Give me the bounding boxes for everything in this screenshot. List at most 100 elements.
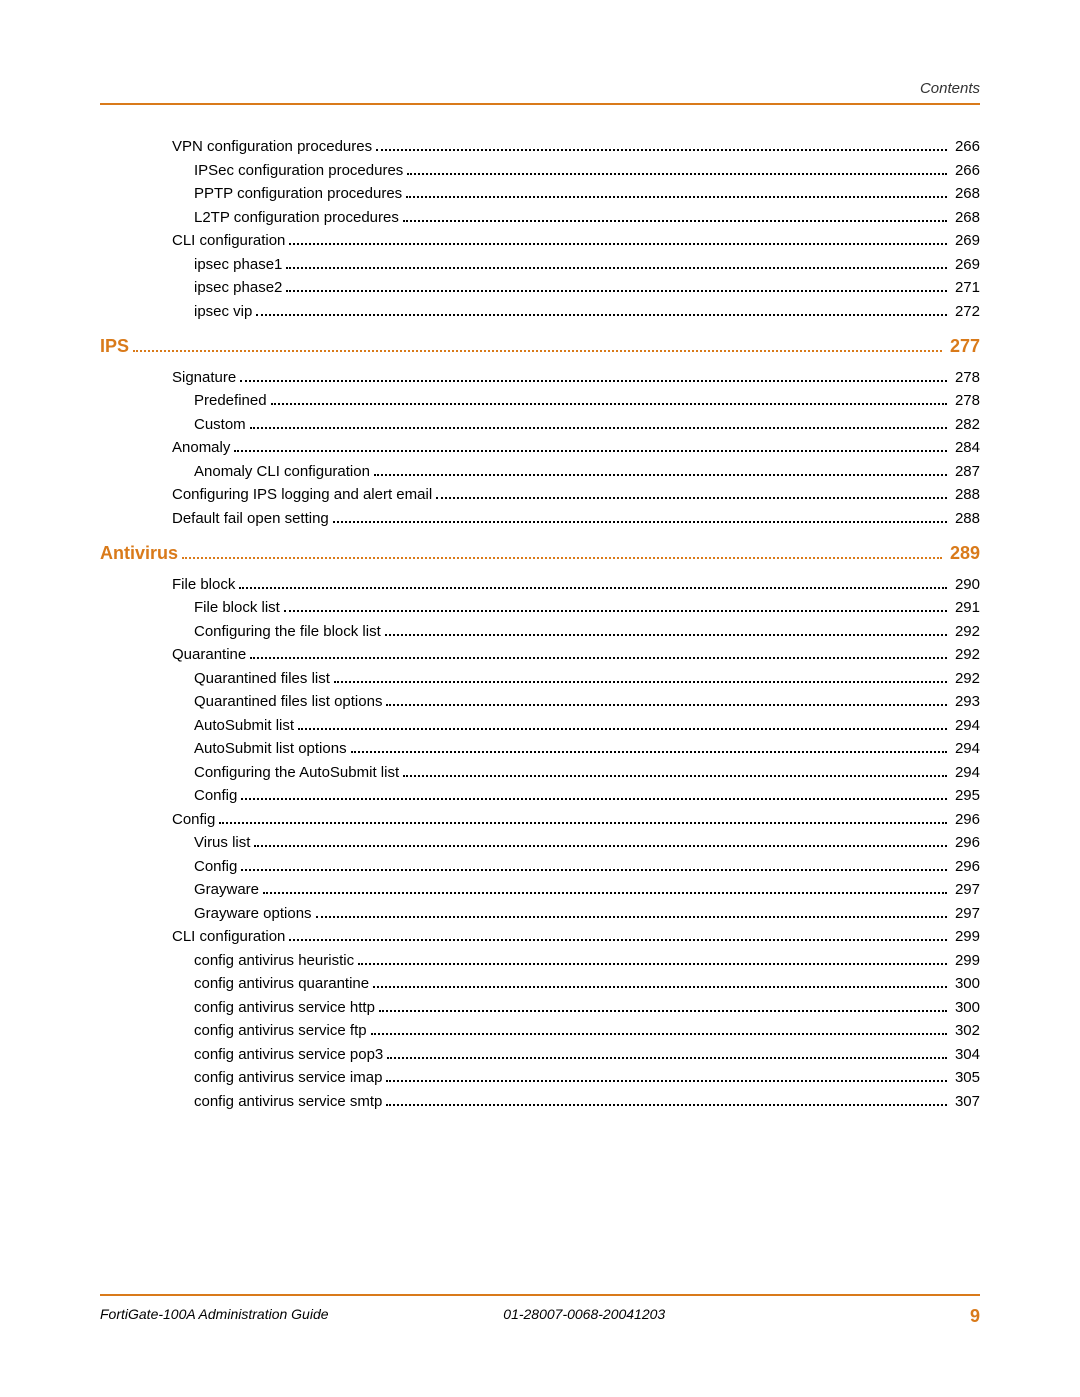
toc-entry-label: Virus list [194, 835, 250, 850]
toc-entry[interactable]: Grayware297 [194, 882, 980, 897]
toc-entry-label: Configuring IPS logging and alert email [172, 487, 432, 502]
toc-entry[interactable]: config antivirus heuristic 299 [194, 953, 980, 968]
toc-entry[interactable]: config antivirus service pop3304 [194, 1047, 980, 1062]
toc-entry[interactable]: Default fail open setting288 [172, 511, 980, 526]
toc-leader-dots [284, 610, 947, 612]
toc-entry[interactable]: Custom282 [194, 417, 980, 432]
header-rule [100, 103, 980, 105]
toc-entry-label: Custom [194, 417, 246, 432]
toc-entry[interactable]: ipsec phase1269 [194, 257, 980, 272]
toc-entry[interactable]: File block290 [172, 577, 980, 592]
toc-entry[interactable]: ipsec vip272 [194, 304, 980, 319]
toc-entry-label: Signature [172, 370, 236, 385]
toc-leader-dots [254, 845, 947, 847]
toc-entry[interactable]: Virus list 296 [194, 835, 980, 850]
toc-entry[interactable]: config antivirus service ftp302 [194, 1023, 980, 1038]
toc-entry-page: 288 [951, 511, 980, 526]
toc-entry-label: ipsec phase2 [194, 280, 282, 295]
toc-entry-label: config antivirus heuristic [194, 953, 354, 968]
toc-entry[interactable]: config antivirus service http300 [194, 1000, 980, 1015]
toc-leader-dots [334, 681, 947, 683]
toc-entry[interactable]: config antivirus service smtp 307 [194, 1094, 980, 1109]
toc-entry-page: 296 [951, 835, 980, 850]
toc-entry[interactable]: Config295 [194, 788, 980, 803]
toc-entry-label: Config [194, 859, 237, 874]
toc-entry-page: 290 [951, 577, 980, 592]
toc-entry[interactable]: Configuring the file block list292 [194, 624, 980, 639]
toc-leader-dots [407, 173, 947, 175]
toc-leader-dots [234, 450, 947, 452]
toc-entry[interactable]: IPSec configuration procedures266 [194, 163, 980, 178]
toc-entry-label: config antivirus quarantine [194, 976, 369, 991]
toc-entry-label: Predefined [194, 393, 267, 408]
toc-entry[interactable]: Anomaly284 [172, 440, 980, 455]
toc-entry[interactable]: Predefined278 [194, 393, 980, 408]
toc-entry[interactable]: CLI configuration299 [172, 929, 980, 944]
toc-section-heading[interactable]: Antivirus289 [100, 544, 980, 563]
toc-entry-page: 297 [951, 906, 980, 921]
toc-entry-page: 287 [951, 464, 980, 479]
toc-entry-page: 307 [951, 1094, 980, 1109]
toc-leader-dots [241, 869, 947, 871]
toc-entry[interactable]: AutoSubmit list options294 [194, 741, 980, 756]
toc-entry-label: L2TP configuration procedures [194, 210, 399, 225]
toc-leader-dots [240, 380, 947, 382]
toc-entry[interactable]: ipsec phase2 271 [194, 280, 980, 295]
toc-entry[interactable]: Signature278 [172, 370, 980, 385]
toc-entry[interactable]: Config 296 [172, 812, 980, 827]
footer-doc-number: 01-28007-0068-20041203 [329, 1306, 970, 1327]
toc-entry-page: 292 [951, 647, 980, 662]
toc-leader-dots [386, 1104, 947, 1106]
toc-entry[interactable]: PPTP configuration procedures268 [194, 186, 980, 201]
toc-entry-label: Grayware [194, 882, 259, 897]
toc-leader-dots [289, 939, 947, 941]
toc-leader-dots [406, 196, 947, 198]
toc-entry-page: 299 [951, 953, 980, 968]
toc-leader-dots [289, 243, 947, 245]
toc-entry-page: 302 [951, 1023, 980, 1038]
toc-entry-page: 272 [951, 304, 980, 319]
toc-entry[interactable]: config antivirus service imap305 [194, 1070, 980, 1085]
toc-entry[interactable]: VPN configuration procedures266 [172, 139, 980, 154]
toc-entry[interactable]: CLI configuration269 [172, 233, 980, 248]
toc-entry-page: 295 [951, 788, 980, 803]
toc-entry-page: 271 [951, 280, 980, 295]
toc-entry[interactable]: Grayware options 297 [194, 906, 980, 921]
toc-leader-dots [256, 314, 947, 316]
toc-entry-label: Grayware options [194, 906, 312, 921]
page-content: Contents VPN configuration procedures266… [100, 80, 980, 1327]
toc-leader-dots [374, 474, 947, 476]
toc-entry-page: 277 [946, 337, 980, 355]
toc-leader-dots [298, 728, 947, 730]
toc-entry-page: 299 [951, 929, 980, 944]
toc-leader-dots [371, 1033, 947, 1035]
toc-entry-label: Config [172, 812, 215, 827]
toc-entry[interactable]: L2TP configuration procedures268 [194, 210, 980, 225]
toc-entry[interactable]: File block list291 [194, 600, 980, 615]
toc-entry[interactable]: Quarantined files list options293 [194, 694, 980, 709]
toc-entry-page: 291 [951, 600, 980, 615]
toc-entry[interactable]: Quarantined files list292 [194, 671, 980, 686]
toc-entry[interactable]: Configuring the AutoSubmit list294 [194, 765, 980, 780]
toc-entry[interactable]: Configuring IPS logging and alert email2… [172, 487, 980, 502]
toc-entry-label: Antivirus [100, 544, 178, 562]
toc-leader-dots [271, 403, 947, 405]
toc-entry[interactable]: Config296 [194, 859, 980, 874]
toc-entry[interactable]: Quarantine292 [172, 647, 980, 662]
toc-leader-dots [263, 892, 947, 894]
toc-entry-label: config antivirus service smtp [194, 1094, 382, 1109]
toc-leader-dots [250, 427, 947, 429]
toc-entry-label: Quarantined files list [194, 671, 330, 686]
toc-entry-page: 296 [951, 812, 980, 827]
toc-entry-label: ipsec phase1 [194, 257, 282, 272]
toc-entry[interactable]: Anomaly CLI configuration287 [194, 464, 980, 479]
toc-entry-page: 293 [951, 694, 980, 709]
toc-entry[interactable]: config antivirus quarantine300 [194, 976, 980, 991]
toc-entry[interactable]: AutoSubmit list294 [194, 718, 980, 733]
toc-leader-dots [351, 751, 947, 753]
toc-leader-dots [239, 587, 947, 589]
footer-guide-title: FortiGate-100A Administration Guide [100, 1306, 329, 1327]
toc-entry-label: Anomaly [172, 440, 230, 455]
toc-entry-label: CLI configuration [172, 233, 285, 248]
toc-section-heading[interactable]: IPS277 [100, 337, 980, 356]
